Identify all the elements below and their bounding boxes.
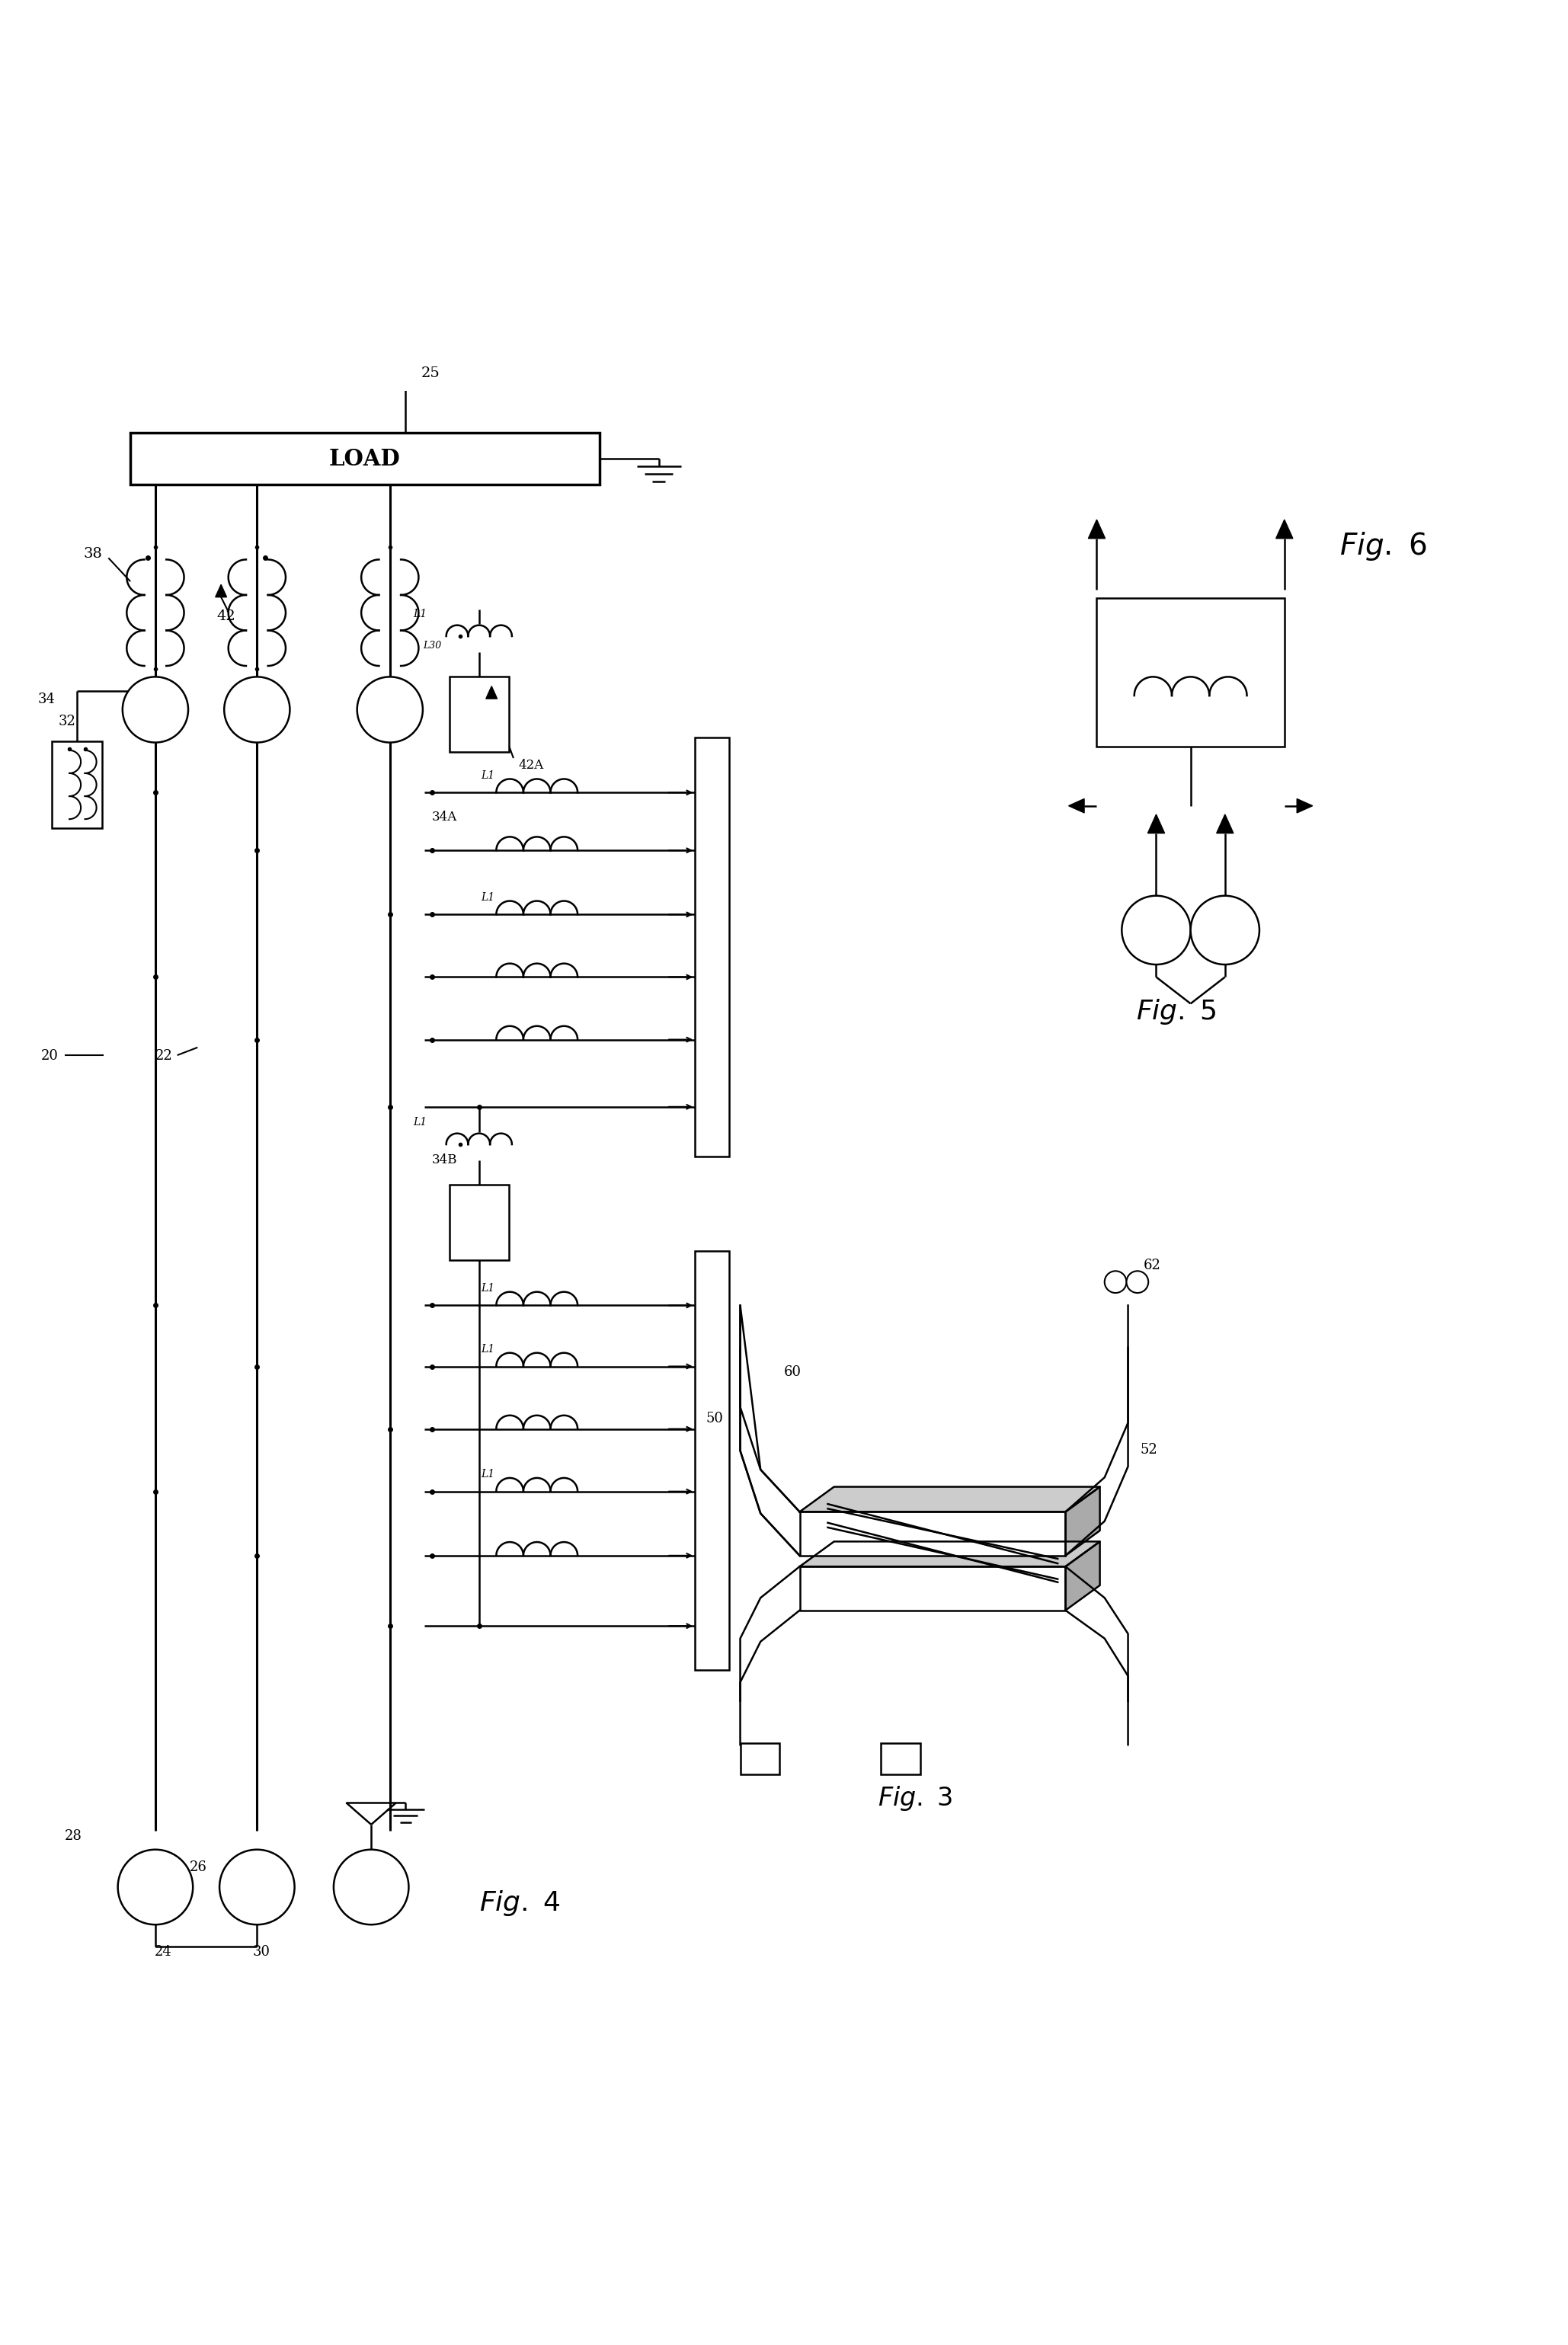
Text: 34: 34	[38, 692, 55, 706]
Bar	[881, 1742, 920, 1775]
Polygon shape	[800, 1541, 1099, 1566]
Text: L1: L1	[481, 769, 494, 781]
Circle shape	[118, 1850, 193, 1925]
Circle shape	[220, 1850, 295, 1925]
Text: 30: 30	[252, 1946, 270, 1958]
Polygon shape	[1297, 800, 1312, 814]
Bar	[800, 1513, 1066, 1555]
Text: L1: L1	[481, 1344, 494, 1355]
Polygon shape	[1066, 1541, 1099, 1611]
Circle shape	[224, 678, 290, 743]
Text: LOAD: LOAD	[329, 448, 401, 469]
Text: 22: 22	[155, 1048, 172, 1062]
Bar	[695, 1250, 729, 1670]
Text: $\mathit{Fig.\ 6}$: $\mathit{Fig.\ 6}$	[1339, 530, 1427, 563]
Circle shape	[122, 678, 188, 743]
Text: 38: 38	[83, 546, 102, 560]
Text: 42: 42	[216, 610, 235, 624]
Text: 28: 28	[64, 1829, 82, 1843]
Text: 25: 25	[422, 366, 441, 380]
Bar	[695, 739, 729, 1156]
Text: 42A: 42A	[517, 760, 544, 772]
Bar	[740, 1742, 779, 1775]
Text: $\mathit{Fig.\ 3}$: $\mathit{Fig.\ 3}$	[878, 1785, 953, 1813]
Text: L30: L30	[423, 640, 441, 652]
Text: $\mathit{Fig.\ 4}$: $\mathit{Fig.\ 4}$	[480, 1888, 560, 1918]
Text: 34B: 34B	[433, 1154, 458, 1165]
Circle shape	[1126, 1271, 1148, 1292]
Text: 34A: 34A	[433, 811, 458, 823]
Polygon shape	[740, 1306, 800, 1555]
Polygon shape	[397, 354, 414, 373]
Circle shape	[334, 1850, 409, 1925]
Text: L1: L1	[414, 1116, 426, 1128]
Circle shape	[358, 678, 423, 743]
Bar	[450, 678, 508, 753]
Bar	[130, 434, 599, 485]
Circle shape	[1190, 896, 1259, 964]
Text: L1: L1	[481, 891, 494, 903]
Polygon shape	[1217, 814, 1234, 832]
Text: L1: L1	[481, 1283, 494, 1294]
Polygon shape	[1088, 521, 1105, 539]
Text: 24: 24	[155, 1946, 172, 1958]
Text: 60: 60	[784, 1365, 801, 1379]
Text: 26: 26	[190, 1862, 207, 1874]
Polygon shape	[800, 1487, 1099, 1513]
Polygon shape	[1276, 521, 1294, 539]
Text: 32: 32	[58, 715, 75, 729]
Polygon shape	[1066, 1487, 1099, 1555]
Polygon shape	[486, 687, 497, 699]
Text: 62: 62	[1143, 1259, 1160, 1273]
Circle shape	[1121, 896, 1190, 964]
Text: $\mathit{Fig.\ 5}$: $\mathit{Fig.\ 5}$	[1135, 997, 1217, 1027]
Text: 52: 52	[1140, 1442, 1157, 1456]
Bar	[52, 741, 102, 828]
Text: L1: L1	[481, 1468, 494, 1480]
Text: L1: L1	[414, 610, 426, 619]
Circle shape	[1104, 1271, 1126, 1292]
Bar	[1096, 598, 1284, 746]
Text: 20: 20	[41, 1048, 58, 1062]
Polygon shape	[1148, 814, 1165, 832]
Bar	[800, 1566, 1066, 1611]
Polygon shape	[1069, 800, 1083, 814]
Polygon shape	[215, 584, 227, 598]
Bar	[450, 1184, 508, 1259]
Text: 50: 50	[706, 1412, 723, 1426]
